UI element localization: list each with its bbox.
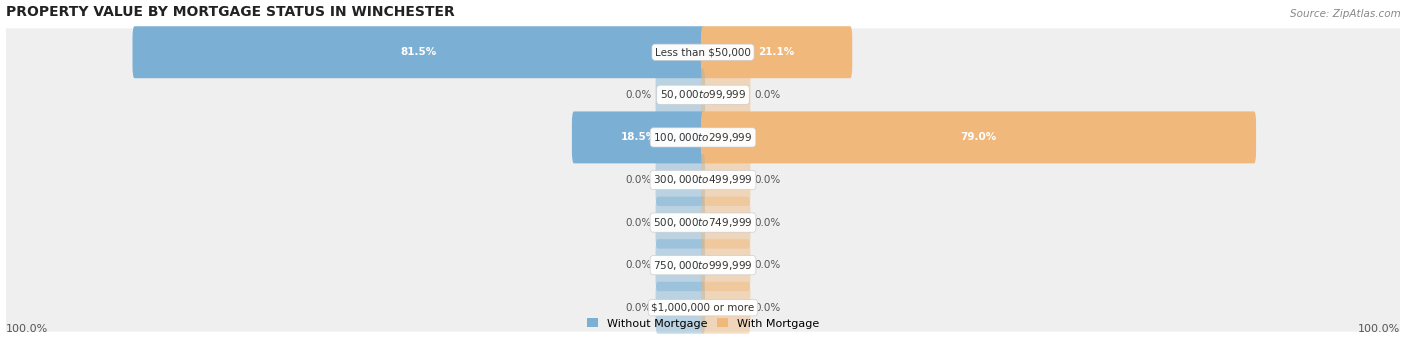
Text: Source: ZipAtlas.com: Source: ZipAtlas.com	[1289, 9, 1400, 19]
FancyBboxPatch shape	[655, 197, 704, 249]
Text: $750,000 to $999,999: $750,000 to $999,999	[654, 259, 752, 272]
Text: 18.5%: 18.5%	[620, 132, 657, 143]
Text: 21.1%: 21.1%	[758, 47, 794, 57]
Text: $50,000 to $99,999: $50,000 to $99,999	[659, 88, 747, 101]
Text: 81.5%: 81.5%	[401, 47, 437, 57]
FancyBboxPatch shape	[4, 284, 1402, 331]
Text: 0.0%: 0.0%	[754, 175, 780, 185]
Text: 0.0%: 0.0%	[626, 90, 652, 100]
Text: 79.0%: 79.0%	[960, 132, 997, 143]
FancyBboxPatch shape	[702, 112, 1256, 163]
Text: 0.0%: 0.0%	[626, 303, 652, 313]
FancyBboxPatch shape	[702, 26, 852, 78]
FancyBboxPatch shape	[4, 28, 1402, 76]
FancyBboxPatch shape	[655, 154, 704, 206]
Text: 100.0%: 100.0%	[1358, 324, 1400, 334]
FancyBboxPatch shape	[132, 26, 704, 78]
Text: 0.0%: 0.0%	[754, 303, 780, 313]
FancyBboxPatch shape	[4, 156, 1402, 204]
Text: Less than $50,000: Less than $50,000	[655, 47, 751, 57]
FancyBboxPatch shape	[4, 199, 1402, 247]
FancyBboxPatch shape	[4, 114, 1402, 161]
FancyBboxPatch shape	[4, 241, 1402, 289]
FancyBboxPatch shape	[702, 197, 751, 249]
FancyBboxPatch shape	[702, 69, 751, 121]
Text: $300,000 to $499,999: $300,000 to $499,999	[654, 174, 752, 187]
Text: $100,000 to $299,999: $100,000 to $299,999	[654, 131, 752, 144]
Text: 0.0%: 0.0%	[754, 90, 780, 100]
Text: 0.0%: 0.0%	[626, 218, 652, 227]
Legend: Without Mortgage, With Mortgage: Without Mortgage, With Mortgage	[582, 314, 824, 333]
FancyBboxPatch shape	[702, 282, 751, 334]
Text: 0.0%: 0.0%	[754, 260, 780, 270]
FancyBboxPatch shape	[655, 282, 704, 334]
FancyBboxPatch shape	[702, 239, 751, 291]
FancyBboxPatch shape	[702, 154, 751, 206]
Text: $1,000,000 or more: $1,000,000 or more	[651, 303, 755, 313]
FancyBboxPatch shape	[655, 239, 704, 291]
Text: 100.0%: 100.0%	[6, 324, 48, 334]
Text: 0.0%: 0.0%	[626, 175, 652, 185]
Text: 0.0%: 0.0%	[626, 260, 652, 270]
FancyBboxPatch shape	[655, 69, 704, 121]
FancyBboxPatch shape	[4, 71, 1402, 119]
FancyBboxPatch shape	[572, 112, 704, 163]
Text: 0.0%: 0.0%	[754, 218, 780, 227]
Text: PROPERTY VALUE BY MORTGAGE STATUS IN WINCHESTER: PROPERTY VALUE BY MORTGAGE STATUS IN WIN…	[6, 5, 454, 19]
Text: $500,000 to $749,999: $500,000 to $749,999	[654, 216, 752, 229]
